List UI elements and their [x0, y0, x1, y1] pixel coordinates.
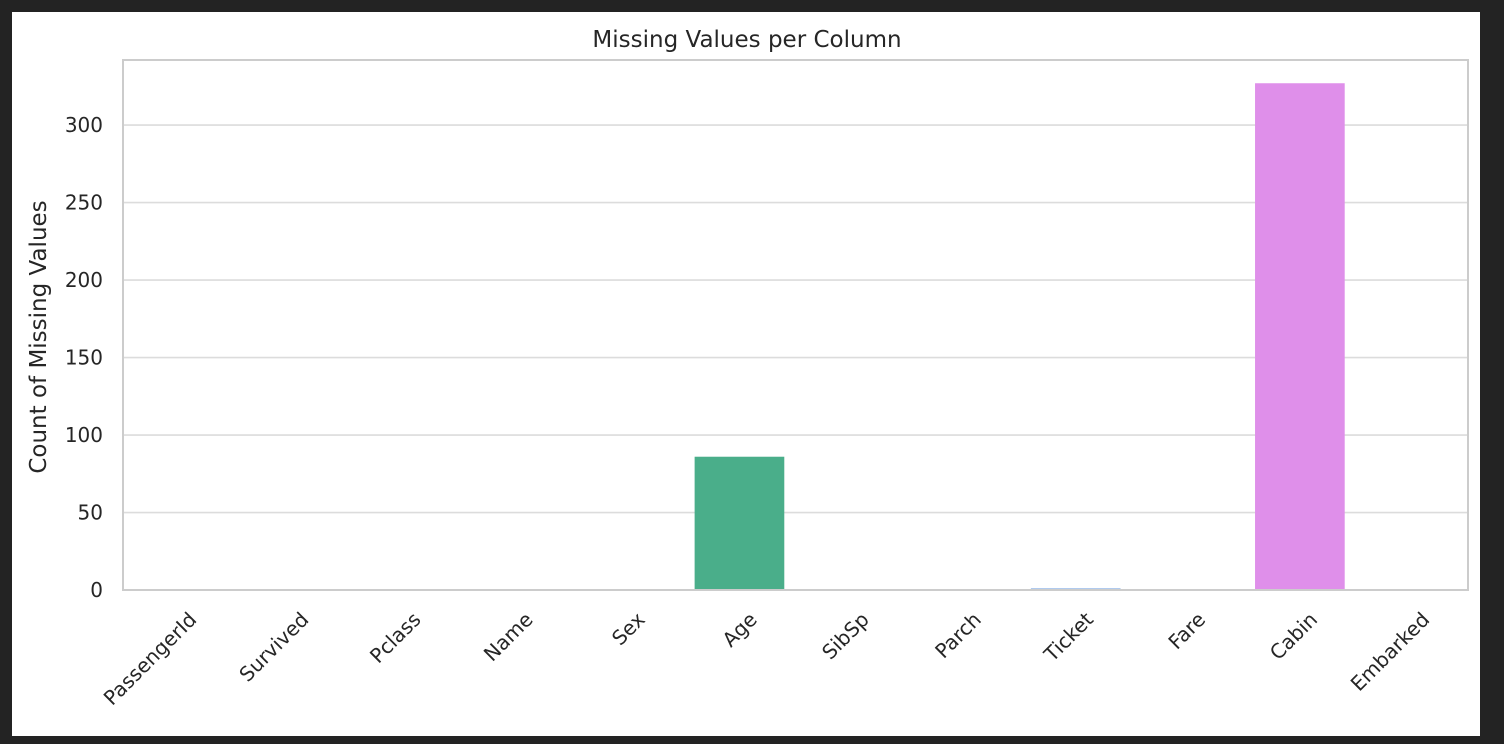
- x-tick-label: Sex: [607, 607, 650, 650]
- y-tick-label: 100: [65, 423, 103, 447]
- y-tick-labels: 0 50 100 150 200 250 300: [65, 113, 103, 602]
- x-tick-label: Fare: [1163, 607, 1210, 654]
- plot-frame: [122, 59, 1469, 591]
- x-tick-label: Embarked: [1346, 607, 1435, 696]
- y-tick-label: 50: [78, 501, 103, 525]
- bar-chart: Missing Values per Column Count of Missi…: [26, 27, 1469, 710]
- x-tick-label: PassengerId: [99, 607, 202, 710]
- y-tick-label: 200: [65, 268, 103, 292]
- x-tick-label: Ticket: [1038, 607, 1098, 667]
- x-tick-label: Cabin: [1265, 607, 1322, 664]
- x-tick-label: Survived: [234, 607, 313, 686]
- x-tick-label: Name: [479, 607, 538, 666]
- y-tick-label: 150: [65, 346, 103, 370]
- x-tick-labels: PassengerId Survived Pclass Name Sex Age SibSp…: [99, 607, 1434, 710]
- x-tick-label: Parch: [930, 607, 986, 663]
- y-tick-label: 300: [65, 113, 103, 137]
- bar-age: [694, 456, 785, 590]
- x-tick-label: SibSp: [817, 607, 874, 664]
- y-tick-label: 0: [90, 578, 103, 602]
- x-tick-label: Pclass: [365, 607, 426, 668]
- gridlines: [123, 124, 1468, 591]
- bar-cabin: [1255, 83, 1345, 591]
- chart-title: Missing Values per Column: [592, 27, 901, 53]
- chart-figure: Missing Values per Column Count of Missi…: [12, 12, 1480, 736]
- y-axis-title: Count of Missing Values: [26, 200, 52, 473]
- y-tick-label: 250: [65, 191, 103, 215]
- x-tick-label: Age: [717, 607, 761, 651]
- bars: [694, 83, 1345, 591]
